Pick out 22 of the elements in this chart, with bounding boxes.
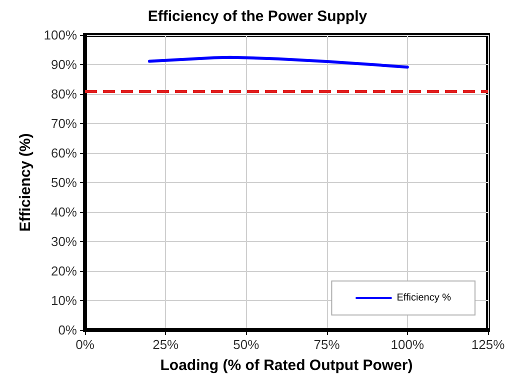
y-tick-label: 80% bbox=[50, 86, 78, 102]
x-tick-label: 75% bbox=[314, 337, 340, 352]
x-axis-title: Loading (% of Rated Output Power) bbox=[160, 357, 413, 374]
y-tick-label: 40% bbox=[50, 204, 78, 220]
chart-title: Efficiency of the Power Supply bbox=[148, 8, 368, 25]
y-axis-title: Efficiency (%) bbox=[16, 133, 34, 232]
y-tick-label: 70% bbox=[50, 116, 78, 131]
x-tick-label: 125% bbox=[471, 337, 506, 352]
y-tick-label: 50% bbox=[50, 175, 78, 190]
legend-label: Efficiency % bbox=[396, 292, 452, 304]
y-tick-label: 30% bbox=[50, 234, 78, 249]
x-tick-label: 25% bbox=[152, 337, 180, 352]
y-tick-label: 100% bbox=[44, 28, 78, 42]
x-tick-label: 100% bbox=[390, 337, 424, 352]
x-tick-label: 0% bbox=[76, 337, 95, 352]
x-tick-label: 50% bbox=[233, 337, 260, 352]
y-tick-label: 60% bbox=[50, 146, 78, 160]
y-tick-label: 0% bbox=[58, 322, 78, 338]
y-tick-label: 10% bbox=[50, 293, 78, 308]
line-series bbox=[148, 56, 409, 69]
y-tick-label: 20% bbox=[50, 264, 78, 278]
y-tick-label: 90% bbox=[50, 57, 78, 72]
